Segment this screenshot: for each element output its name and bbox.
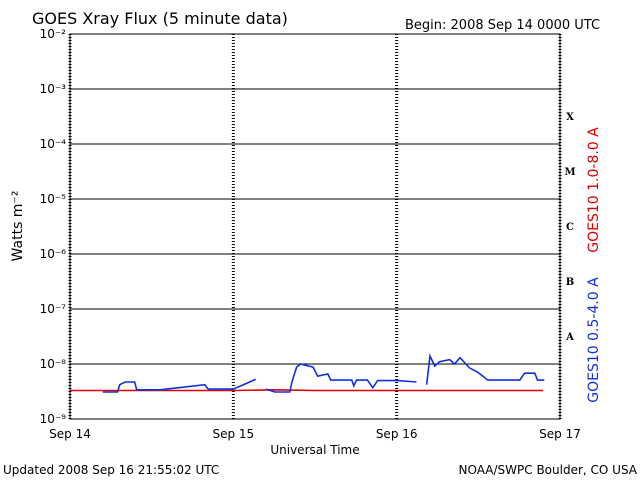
- y-tick-label: 10⁻⁸: [40, 357, 67, 371]
- y-tick-label: 10⁻³: [40, 82, 67, 96]
- flare-class-label: X: [566, 112, 574, 123]
- legend-entry: GOES10 1.0-8.0 A: [586, 127, 602, 253]
- y-tick-label: 10⁻⁵: [40, 192, 67, 206]
- flare-class-label: B: [566, 277, 574, 288]
- flare-class-label: C: [566, 222, 574, 233]
- x-tick-label: Sep 17: [539, 427, 581, 441]
- y-tick-label: 10⁻⁷: [40, 302, 67, 316]
- y-tick-label: 10⁻⁴: [40, 137, 67, 151]
- series-line: [102, 353, 545, 393]
- y-tick-label: 10⁻²: [40, 27, 67, 41]
- y-axis-label: Watts m⁻²: [10, 191, 26, 262]
- x-tick-label: Sep 15: [212, 427, 254, 441]
- chart-subtitle: Begin: 2008 Sep 14 0000 UTC: [405, 18, 600, 33]
- chart-title: GOES Xray Flux (5 minute data): [32, 9, 288, 28]
- y-tick-label: 10⁻⁹: [40, 412, 67, 426]
- footer: Updated 2008 Sep 16 21:55:02 UTC: [3, 463, 219, 477]
- y-tick-label: 10⁻⁶: [40, 247, 67, 261]
- legend-entry: GOES10 0.5-4.0 A: [586, 277, 602, 403]
- series-line: [70, 388, 543, 392]
- footer: NOAA/SWPC Boulder, CO USA: [459, 463, 638, 477]
- flare-class-label: M: [564, 167, 575, 178]
- x-tick-label: Sep 16: [376, 427, 418, 441]
- flare-class-label: A: [565, 332, 574, 343]
- x-axis-label: Universal Time: [270, 443, 359, 457]
- x-tick-label: Sep 14: [49, 427, 91, 441]
